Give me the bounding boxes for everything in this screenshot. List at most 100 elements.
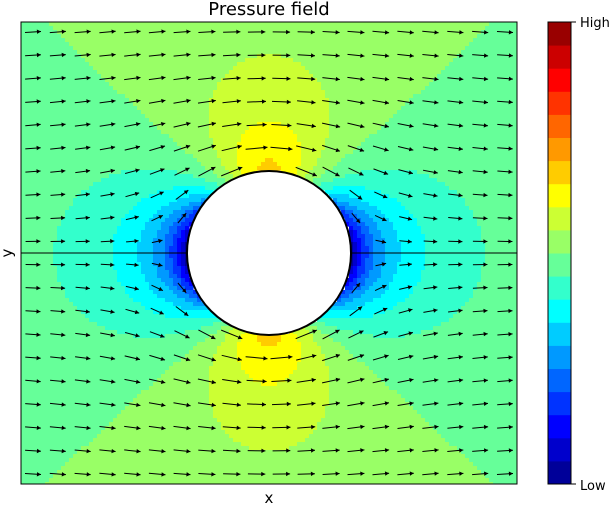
contour-cell: [269, 138, 274, 143]
contour-cell: [57, 70, 62, 75]
contour-cell: [41, 30, 46, 35]
contour-cell: [349, 118, 354, 123]
contour-cell: [321, 50, 326, 55]
contour-cell: [401, 42, 406, 47]
contour-cell: [505, 98, 510, 103]
contour-cell: [513, 74, 517, 79]
contour-cell: [113, 110, 118, 115]
contour-cell: [373, 78, 378, 83]
contour-cell: [93, 182, 98, 187]
contour-cell: [253, 166, 258, 171]
contour-cell: [101, 150, 106, 155]
contour-cell: [309, 26, 314, 31]
contour-cell: [141, 74, 146, 79]
contour-cell: [413, 122, 418, 127]
contour-cell: [201, 130, 206, 135]
contour-cell: [53, 54, 58, 59]
contour-cell: [417, 54, 422, 59]
contour-cell: [217, 182, 222, 187]
contour-cell: [93, 78, 98, 83]
contour-cell: [81, 154, 86, 159]
contour-cell: [493, 118, 498, 123]
contour-cell: [397, 90, 402, 95]
contour-cell: [69, 158, 74, 163]
contour-cell: [133, 174, 138, 179]
contour-cell: [377, 154, 382, 159]
contour-cell: [49, 142, 54, 147]
contour-cell: [137, 174, 142, 179]
contour-cell: [153, 66, 158, 71]
contour-cell: [57, 170, 62, 175]
contour-cell: [149, 26, 154, 31]
contour-cell: [457, 58, 462, 63]
contour-cell: [29, 26, 34, 31]
contour-cell: [49, 126, 54, 131]
contour-cell: [129, 150, 134, 155]
contour-cell: [173, 158, 178, 163]
contour-cell: [425, 126, 430, 131]
contour-cell: [217, 70, 222, 75]
contour-cell: [25, 110, 30, 115]
contour-cell: [141, 166, 146, 171]
contour-cell: [173, 126, 178, 131]
contour-cell: [393, 66, 398, 71]
contour-cell: [205, 178, 210, 183]
contour-cell: [29, 174, 34, 179]
contour-cell: [489, 114, 494, 119]
contour-cell: [349, 50, 354, 55]
contour-cell: [421, 38, 426, 43]
contour-cell: [105, 110, 110, 115]
contour-cell: [45, 74, 50, 79]
contour-cell: [113, 154, 118, 159]
contour-cell: [289, 74, 294, 79]
contour-cell: [397, 174, 402, 179]
contour-cell: [453, 34, 458, 39]
contour-cell: [129, 34, 134, 39]
contour-cell: [245, 106, 250, 111]
contour-cell: [161, 82, 166, 87]
contour-cell: [269, 114, 274, 119]
contour-cell: [361, 66, 366, 71]
contour-cell: [229, 50, 234, 55]
contour-cell: [33, 38, 38, 43]
contour-cell: [301, 158, 306, 163]
contour-cell: [445, 50, 450, 55]
contour-cell: [305, 158, 310, 163]
contour-cell: [129, 106, 134, 111]
contour-cell: [513, 46, 517, 51]
contour-cell: [29, 78, 34, 83]
contour-cell: [129, 162, 134, 167]
contour-cell: [501, 102, 506, 107]
contour-cell: [53, 158, 58, 163]
contour-cell: [457, 26, 462, 31]
contour-cell: [217, 118, 222, 123]
contour-cell: [357, 170, 362, 175]
contour-cell: [81, 70, 86, 75]
contour-cell: [473, 138, 478, 143]
contour-cell: [37, 62, 42, 67]
contour-cell: [45, 30, 50, 35]
contour-cell: [381, 162, 386, 167]
contour-cell: [489, 22, 494, 27]
contour-cell: [497, 110, 502, 115]
contour-cell: [409, 138, 414, 143]
contour-cell: [317, 58, 322, 63]
contour-cell: [489, 102, 494, 107]
contour-cell: [377, 102, 382, 107]
contour-cell: [41, 58, 46, 63]
contour-cell: [81, 134, 86, 139]
contour-cell: [425, 106, 430, 111]
contour-cell: [425, 114, 430, 119]
contour-cell: [173, 58, 178, 63]
contour-cell: [505, 126, 510, 131]
contour-cell: [317, 110, 322, 115]
contour-cell: [469, 134, 474, 139]
contour-cell: [313, 170, 318, 175]
contour-cell: [213, 146, 218, 151]
contour-cell: [393, 122, 398, 127]
contour-cell: [137, 178, 142, 183]
contour-cell: [389, 38, 394, 43]
contour-cell: [77, 62, 82, 67]
contour-cell: [321, 162, 326, 167]
contour-cell: [333, 166, 338, 171]
